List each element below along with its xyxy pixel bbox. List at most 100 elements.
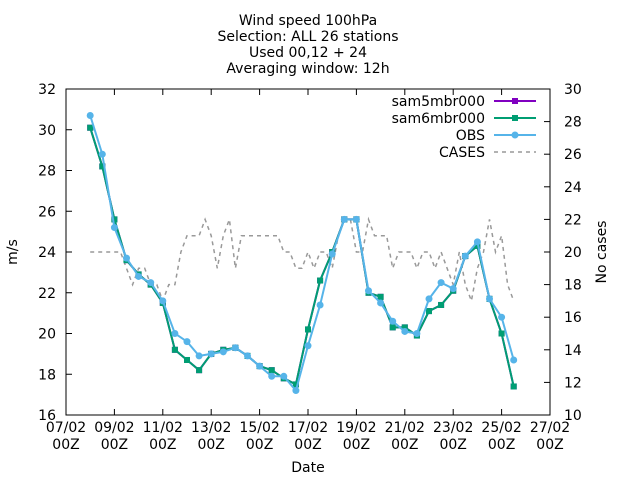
legend-marker-obs	[511, 131, 519, 139]
x-tick-label-hour: 00Z	[343, 437, 370, 453]
series-sam5mbr000	[87, 124, 517, 390]
legend-marker-sam5mbr000	[512, 98, 518, 104]
x-tick-label: 21/02	[385, 420, 425, 436]
data-point-obs	[413, 330, 421, 337]
x-tick-label-hour: 00Z	[246, 437, 273, 453]
x-tick-label: 25/02	[481, 420, 521, 436]
data-point-obs	[98, 150, 106, 158]
data-point-obs	[498, 313, 506, 321]
data-point-sam6mbr000	[377, 293, 384, 300]
data-point-obs	[292, 387, 300, 395]
data-point-obs	[316, 301, 324, 309]
y-tick-label: 20	[38, 327, 56, 343]
y2-tick-label: 24	[564, 180, 582, 196]
y-tick-label: 28	[38, 164, 56, 180]
x-axis-label: Date	[291, 460, 324, 476]
data-point-obs	[328, 250, 336, 258]
series-obs	[86, 111, 518, 395]
data-point-obs	[256, 362, 264, 370]
legend-marker-sam6mbr000	[512, 115, 518, 121]
data-point-sam6mbr000	[401, 324, 408, 331]
y2-axis-label: No cases	[594, 221, 610, 284]
series-line-sam6mbr000	[89, 127, 515, 387]
y-tick-label: 30	[38, 123, 56, 139]
y-tick-label: 32	[38, 82, 56, 98]
x-tick-label: 13/02	[191, 420, 231, 436]
data-point-obs	[486, 295, 493, 303]
data-point-sam6mbr000	[99, 163, 106, 170]
data-point-obs	[123, 254, 130, 262]
y-tick-label: 24	[38, 245, 56, 261]
y-axis-left: 16 18 20 22 24 26 28 30 32	[38, 82, 72, 424]
y-axis-label: m/s	[5, 239, 21, 265]
data-point-obs	[425, 295, 433, 303]
legend-label-sam6mbr000: sam6mbr000	[392, 111, 485, 127]
data-point-obs	[231, 344, 239, 352]
x-tick-label: 15/02	[239, 420, 279, 436]
x-tick-label-hour: 00Z	[197, 437, 224, 453]
y2-tick-label: 22	[564, 212, 582, 228]
x-tick-label-hour: 00Z	[101, 437, 128, 453]
x-tick-label-hour: 00Z	[536, 437, 563, 453]
x-tick-label: 23/02	[433, 420, 473, 436]
chart-title-line: Selection: ALL 26 stations	[217, 29, 398, 45]
legend-label-cases: CASES	[439, 145, 485, 161]
data-point-obs	[401, 327, 409, 335]
data-point-sam6mbr000	[292, 381, 299, 388]
data-point-obs	[268, 372, 276, 380]
data-point-sam6mbr000	[438, 301, 445, 308]
data-point-sam6mbr000	[305, 326, 311, 333]
data-point-obs	[510, 356, 518, 364]
chart-title-line: Averaging window: 12h	[226, 61, 389, 77]
data-point-sam6mbr000	[498, 330, 505, 337]
y2-tick-label: 16	[564, 310, 582, 326]
x-axis: 07/0200Z09/0200Z11/0200Z13/0200Z15/0200Z…	[46, 89, 570, 453]
data-point-obs	[86, 111, 94, 119]
data-point-obs	[135, 272, 143, 280]
data-point-sam6mbr000	[268, 367, 275, 374]
data-point-obs	[159, 297, 167, 305]
data-point-obs	[147, 279, 155, 287]
x-tick-label: 17/02	[288, 420, 328, 436]
y2-tick-label: 26	[564, 147, 582, 163]
data-point-sam6mbr000	[389, 324, 396, 331]
data-point-sam6mbr000	[317, 277, 324, 284]
data-point-sam6mbr000	[196, 367, 203, 374]
y-tick-label: 16	[38, 408, 56, 424]
data-point-obs	[244, 352, 251, 360]
y-axis-right: 10 12 14 16 18 20 22 24 26 28 30	[544, 82, 582, 424]
y2-tick-label: 10	[564, 408, 582, 424]
chart-title-line: Wind speed 100hPa	[239, 13, 377, 29]
data-point-obs	[437, 279, 445, 287]
legend-label-sam5mbr000: sam5mbr000	[392, 94, 485, 110]
x-tick-label-hour: 00Z	[391, 437, 418, 453]
data-point-obs	[365, 287, 372, 295]
x-tick-label: 11/02	[143, 420, 183, 436]
x-tick-label: 19/02	[336, 420, 376, 436]
x-tick-label-hour: 00Z	[488, 437, 515, 453]
data-point-obs	[110, 224, 118, 232]
x-tick-label-hour: 00Z	[52, 437, 79, 453]
data-point-sam6mbr000	[426, 308, 432, 315]
y-tick-label: 18	[38, 367, 56, 383]
x-tick-label: 09/02	[94, 420, 134, 436]
y2-tick-label: 12	[564, 375, 582, 391]
data-point-obs	[171, 330, 179, 337]
data-point-obs	[304, 342, 312, 350]
y-tick-label: 22	[38, 286, 56, 302]
x-tick-label: 27/02	[530, 420, 570, 436]
y2-tick-label: 20	[564, 245, 582, 261]
data-point-obs	[219, 348, 227, 356]
chart-title-line: Used 00,12 + 24	[249, 45, 367, 61]
data-point-obs	[207, 350, 215, 358]
x-tick-label-hour: 00Z	[439, 437, 466, 453]
data-point-obs	[473, 238, 481, 246]
data-point-sam6mbr000	[510, 383, 517, 390]
y-tick-label: 26	[38, 204, 56, 220]
y2-tick-label: 14	[564, 343, 582, 359]
data-point-obs	[389, 317, 397, 325]
legend-label-obs: OBS	[456, 128, 485, 144]
